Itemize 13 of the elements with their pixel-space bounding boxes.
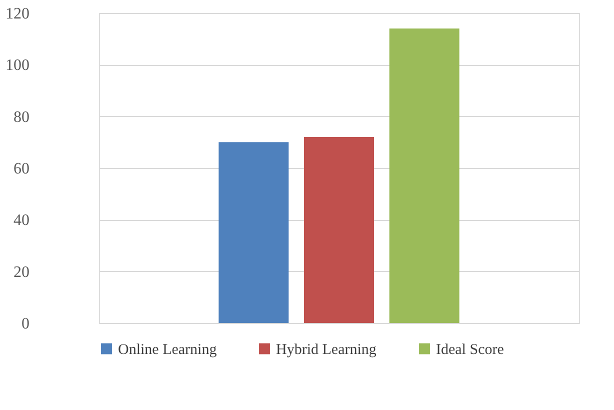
legend-label: Online Learning (118, 342, 218, 358)
bar (389, 28, 460, 323)
legend-label: Hybrid Learning (276, 342, 377, 358)
bar (304, 137, 374, 323)
y-tick-label: 60 (14, 160, 30, 178)
y-tick-label: 100 (6, 57, 30, 74)
bar (218, 142, 289, 323)
y-tick-label: 0 (22, 316, 30, 332)
legend-label: Ideal Score (436, 342, 504, 358)
y-tick-label: 40 (14, 212, 30, 230)
y-tick-label: 120 (6, 6, 30, 22)
y-tick-label: 20 (14, 264, 30, 281)
y-tick-label: 80 (14, 108, 30, 126)
